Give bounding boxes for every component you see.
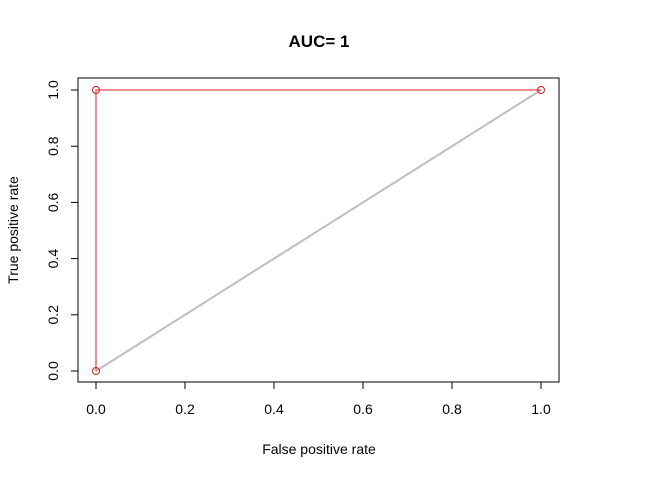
x-tick-label: 0.8	[442, 401, 462, 417]
y-tick-label: 1.0	[45, 80, 61, 100]
y-tick-label: 0.8	[45, 136, 61, 156]
x-tick-label: 1.0	[531, 401, 551, 417]
roc-point	[92, 86, 100, 94]
y-tick-label: 0.2	[45, 305, 61, 325]
series-layer	[92, 86, 545, 375]
y-tick-label: 0.4	[45, 249, 61, 269]
x-axis: 0.0 0.2 0.4 0.6 0.8 1.0	[86, 381, 551, 417]
y-axis: 0.0 0.2 0.4 0.6 0.8 1.0	[45, 80, 79, 381]
x-tick-label: 0.2	[175, 401, 195, 417]
x-axis-title: False positive rate	[262, 441, 376, 457]
y-tick-label: 0.6	[45, 192, 61, 212]
x-tick-label: 0.0	[86, 401, 106, 417]
y-tick-label: 0.0	[45, 361, 61, 381]
roc-point	[537, 86, 545, 94]
x-tick-label: 0.6	[353, 401, 373, 417]
diagonal-reference-line	[95, 89, 542, 372]
y-axis-title: True positive rate	[5, 176, 21, 284]
chart-title: AUC= 1	[289, 32, 350, 51]
roc-curve-line	[95, 89, 541, 371]
roc-point	[92, 367, 100, 375]
x-tick-label: 0.4	[264, 401, 284, 417]
